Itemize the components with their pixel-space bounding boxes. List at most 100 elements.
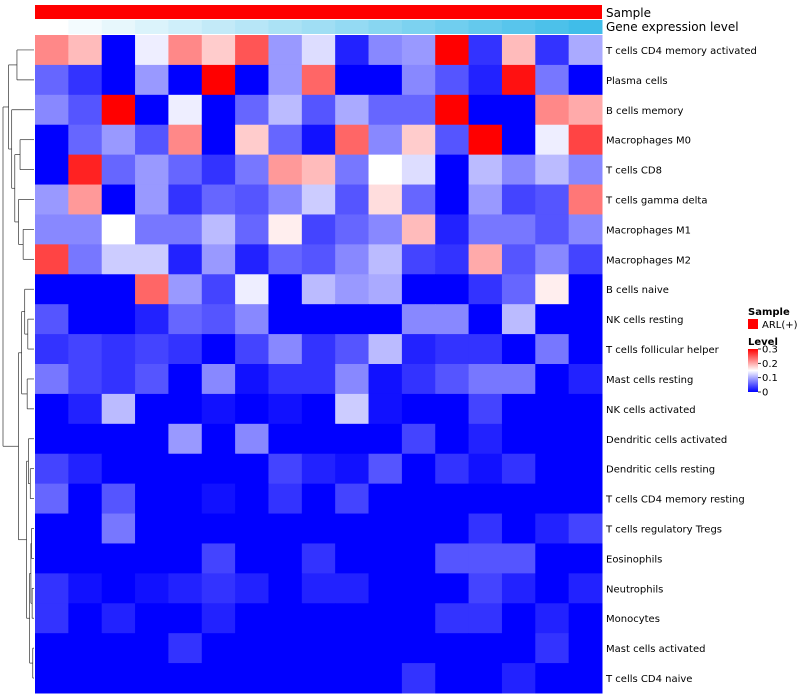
heatmap-cell (335, 393, 370, 425)
row-label: T cells gamma delta (605, 196, 707, 207)
heatmap-cell (368, 274, 403, 305)
heatmap-cell (568, 423, 603, 455)
row-label: NK cells activated (606, 405, 696, 416)
heatmap-cell (568, 603, 603, 634)
heatmap-cell (101, 64, 136, 96)
expression-level-cell (201, 20, 236, 34)
heatmap-cell (168, 64, 203, 96)
heatmap-cell (335, 483, 370, 515)
heatmap-cell (535, 513, 570, 544)
heatmap-cell (135, 244, 169, 275)
heatmap-cell (268, 94, 303, 126)
row-label: Macrophages M2 (606, 255, 691, 266)
heatmap-cell (268, 364, 303, 395)
heatmap-cell (401, 663, 436, 694)
heatmap-cell (135, 573, 169, 604)
heatmap-cell (335, 274, 370, 305)
expression-level-cell (501, 20, 536, 34)
heatmap-cell (335, 334, 370, 365)
heatmap-cell (35, 483, 69, 515)
heatmap-cell (468, 543, 503, 574)
heatmap-cell (501, 364, 536, 395)
heatmap-cell (468, 483, 503, 515)
heatmap-cell (35, 453, 69, 485)
heatmap-cell (435, 35, 470, 66)
heatmap-cell (435, 483, 470, 515)
heatmap-cell (68, 453, 103, 485)
heatmap-cell (101, 124, 136, 156)
heatmap-cell (135, 35, 169, 66)
heatmap-cell (435, 64, 470, 96)
heatmap-cell (201, 244, 236, 275)
heatmap-cell (235, 244, 269, 275)
heatmap-cell (168, 513, 203, 544)
heatmap-cell (568, 543, 603, 574)
row-label: T cells CD8 (605, 166, 662, 177)
heatmap-cell (201, 453, 236, 485)
heatmap-cell (568, 214, 603, 245)
heatmap-cell (468, 214, 503, 245)
heatmap-cell (135, 124, 169, 156)
heatmap-cell (135, 94, 169, 126)
heatmap-cell (101, 35, 136, 66)
heatmap-cell (268, 274, 303, 305)
heatmap-cell (335, 453, 370, 485)
row-label: T cells CD4 memory resting (605, 495, 745, 506)
legend-sample-entry: ARL(+) (762, 320, 798, 331)
row-dendrogram (2, 49, 34, 679)
legend-level-colorbar (748, 349, 758, 392)
heatmap-cell (135, 543, 169, 574)
heatmap-cell (335, 124, 370, 156)
heatmap-cell (101, 633, 136, 664)
heatmap-cell (468, 304, 503, 335)
heatmap-cell (135, 274, 169, 305)
heatmap-cell (135, 393, 169, 425)
heatmap-cell (501, 154, 536, 186)
heatmap-cell (268, 513, 303, 544)
heatmap-cell (568, 364, 603, 395)
heatmap-cell (435, 364, 470, 395)
row-label: T cells CD4 naive (605, 674, 692, 685)
annotation-label-sample: Sample (606, 6, 651, 20)
expression-level-cell (168, 20, 203, 34)
heatmap-cell (201, 334, 236, 365)
heatmap-cell (135, 633, 169, 664)
heatmap-cell (135, 423, 169, 455)
heatmap-cell (101, 214, 136, 245)
heatmap-cell (535, 274, 570, 305)
heatmap-cell (568, 304, 603, 335)
heatmap-cell (535, 393, 570, 425)
row-label: T cells regulatory Tregs (605, 525, 722, 536)
heatmap-cell (568, 633, 603, 664)
heatmap-cell (335, 214, 370, 245)
heatmap-cell (368, 543, 403, 574)
heatmap-cell (435, 393, 470, 425)
legend-sample-title: Sample (748, 307, 790, 318)
row-label: Neutrophils (606, 584, 663, 595)
heatmap-cell (335, 423, 370, 455)
heatmap-cell (468, 154, 503, 186)
heatmap-cell (168, 453, 203, 485)
heatmap-cell (568, 483, 603, 515)
heatmap-cell (68, 304, 103, 335)
heatmap-cell (501, 214, 536, 245)
heatmap-cell (68, 64, 103, 96)
heatmap-cell (235, 35, 269, 66)
heatmap-cell (268, 244, 303, 275)
heatmap-cell (35, 124, 69, 156)
heatmap-cell (68, 124, 103, 156)
heatmap-cell (168, 274, 203, 305)
heatmap-cell (168, 663, 203, 694)
legend-tick-label: 0 (762, 388, 768, 399)
heatmap-cell (201, 124, 236, 156)
heatmap-cell (301, 603, 336, 634)
heatmap-cell (135, 513, 169, 544)
heatmap-cell (135, 334, 169, 365)
heatmap-cell (401, 603, 436, 634)
row-label: T cells CD4 memory activated (605, 46, 757, 57)
heatmap-cell (301, 35, 336, 66)
heatmap-cell (35, 154, 69, 186)
heatmap-cell (468, 513, 503, 544)
heatmap-cell (301, 154, 336, 186)
